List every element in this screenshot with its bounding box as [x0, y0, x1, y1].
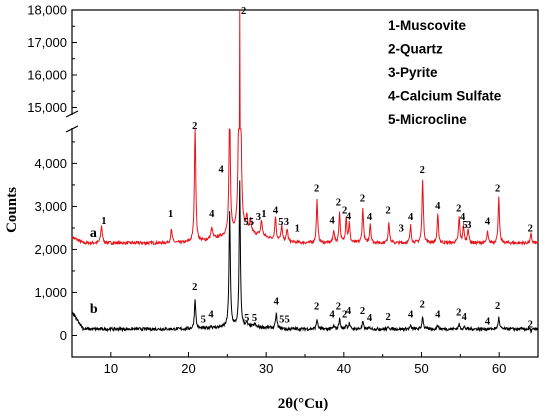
peak-label-b: 5: [279, 315, 284, 326]
legend-entry: 2-Quartz: [388, 42, 443, 57]
peak-label-b: 4: [274, 297, 280, 308]
peak-label-b: 5: [285, 315, 290, 326]
peak-label-b: 4: [208, 309, 214, 320]
peak-label-a: 4: [485, 217, 491, 228]
peak-label-a: 5: [243, 217, 248, 228]
peak-label-b: 4: [346, 306, 352, 317]
plot-border: [71, 9, 539, 358]
peak-label-a: 2: [241, 6, 246, 17]
peak-label-a: 1: [168, 209, 173, 220]
y-tick-label: 18,000: [27, 3, 67, 18]
peak-label-a: 1: [295, 223, 300, 234]
peak-label-b: 5: [201, 315, 206, 326]
peak-label-a: 4: [346, 211, 352, 222]
series-layer: ab: [71, 9, 539, 334]
peak-label-a: 2: [314, 183, 319, 194]
peak-label-b: 2: [314, 302, 319, 313]
peak-label-b: 2: [456, 308, 461, 319]
peak-label-a: 5: [462, 220, 467, 231]
x-tick-label: 50: [414, 361, 428, 376]
peak-label-a: 2: [192, 121, 197, 132]
peak-label-a: 1: [101, 216, 106, 227]
peak-label-a: 2: [360, 193, 365, 204]
peak-label-b: 4: [485, 316, 491, 327]
legend-entry: 5-Microcline: [388, 112, 467, 127]
peak-label-a: 5: [249, 217, 254, 228]
legend-entry: 3-Pyrite: [388, 65, 438, 80]
peak-label-a: 3: [399, 223, 404, 234]
peak-label-a: 4: [218, 164, 224, 175]
peak-label-b: 2: [385, 312, 390, 323]
legend: 1-Muscovite 2-Quartz 3-Pyrite 4-Calcium Sul…: [388, 18, 502, 127]
y-tick-label: 0: [60, 328, 67, 343]
y-tick-label: 3,000: [34, 199, 67, 214]
y-tick-label: 2,000: [34, 242, 67, 257]
peak-label-a: 2: [342, 205, 347, 216]
series-line-b: [71, 180, 539, 334]
peak-label-a: 4: [408, 212, 414, 223]
peak-label-a: 1: [261, 209, 266, 220]
peak-label-b: 2: [528, 320, 533, 331]
peak-label-a: 4: [460, 212, 466, 223]
peak-label-a: 4: [435, 201, 441, 212]
x-tick-label: 60: [492, 361, 506, 376]
axes-layer: 10 20 30 40 50 60 0 1,000 2,000 3,000 4,000 15,000 1…: [27, 3, 539, 376]
x-axis-title: 2θ(°Cu): [278, 396, 329, 412]
y-tick-label: 17,000: [27, 35, 67, 50]
peak-label-b: 4: [435, 309, 441, 320]
peak-label-b: 2: [342, 309, 347, 320]
legend-entry: 1-Muscovite: [388, 18, 467, 33]
y-axis-title: Counts: [4, 187, 20, 233]
x-tick-label: 10: [104, 361, 118, 376]
series-tag-a: a: [90, 226, 97, 241]
x-tick-label: 20: [181, 361, 195, 376]
peak-label-a: 4: [330, 216, 336, 227]
peak-label-b: 2: [336, 302, 341, 313]
peak-label-a: 3: [256, 212, 261, 223]
x-tick-label: 30: [259, 361, 273, 376]
y-tick-label: 16,000: [27, 68, 67, 83]
y-tick-label: 1,000: [34, 285, 67, 300]
series-line-a: [71, 9, 539, 247]
y-tick-label: 15,000: [27, 100, 67, 115]
peak-label-a: 2: [385, 205, 390, 216]
peak-label-a: 2: [495, 183, 500, 194]
peak-label-a: 2: [336, 198, 341, 209]
peak-label-b: 2: [420, 300, 425, 311]
peak-label-a: 4: [367, 212, 373, 223]
peak-label-b: 2: [192, 282, 197, 293]
peak-label-b: 5: [244, 313, 249, 324]
peak-label-a: 5: [278, 217, 283, 228]
peak-label-b: 4: [330, 309, 336, 320]
legend-entry: 4-Calcium Sulfate: [388, 89, 502, 104]
peak-label-a: 4: [273, 205, 279, 216]
y-tick-label: 4,000: [34, 156, 67, 171]
peak-label-a: 2: [528, 223, 533, 234]
peak-label-b: 2: [360, 306, 365, 317]
peak-label-a: 2: [456, 204, 461, 215]
peak-label-b: 4: [408, 309, 414, 320]
series-tag-b: b: [90, 302, 98, 317]
peak-label-a: 3: [466, 220, 471, 231]
x-tick-label: 40: [337, 361, 351, 376]
peak-label-b: 2: [495, 301, 500, 312]
plot-frame: [71, 9, 539, 358]
peak-label-b: 5: [252, 313, 257, 324]
peak-label-b: 4: [462, 312, 468, 323]
peak-label-a: 4: [209, 209, 215, 220]
peak-label-a: 2: [420, 165, 425, 176]
peak-label-a: 3: [284, 217, 289, 228]
peak-label-b: 4: [367, 313, 373, 324]
y-axis-break: [65, 110, 79, 133]
